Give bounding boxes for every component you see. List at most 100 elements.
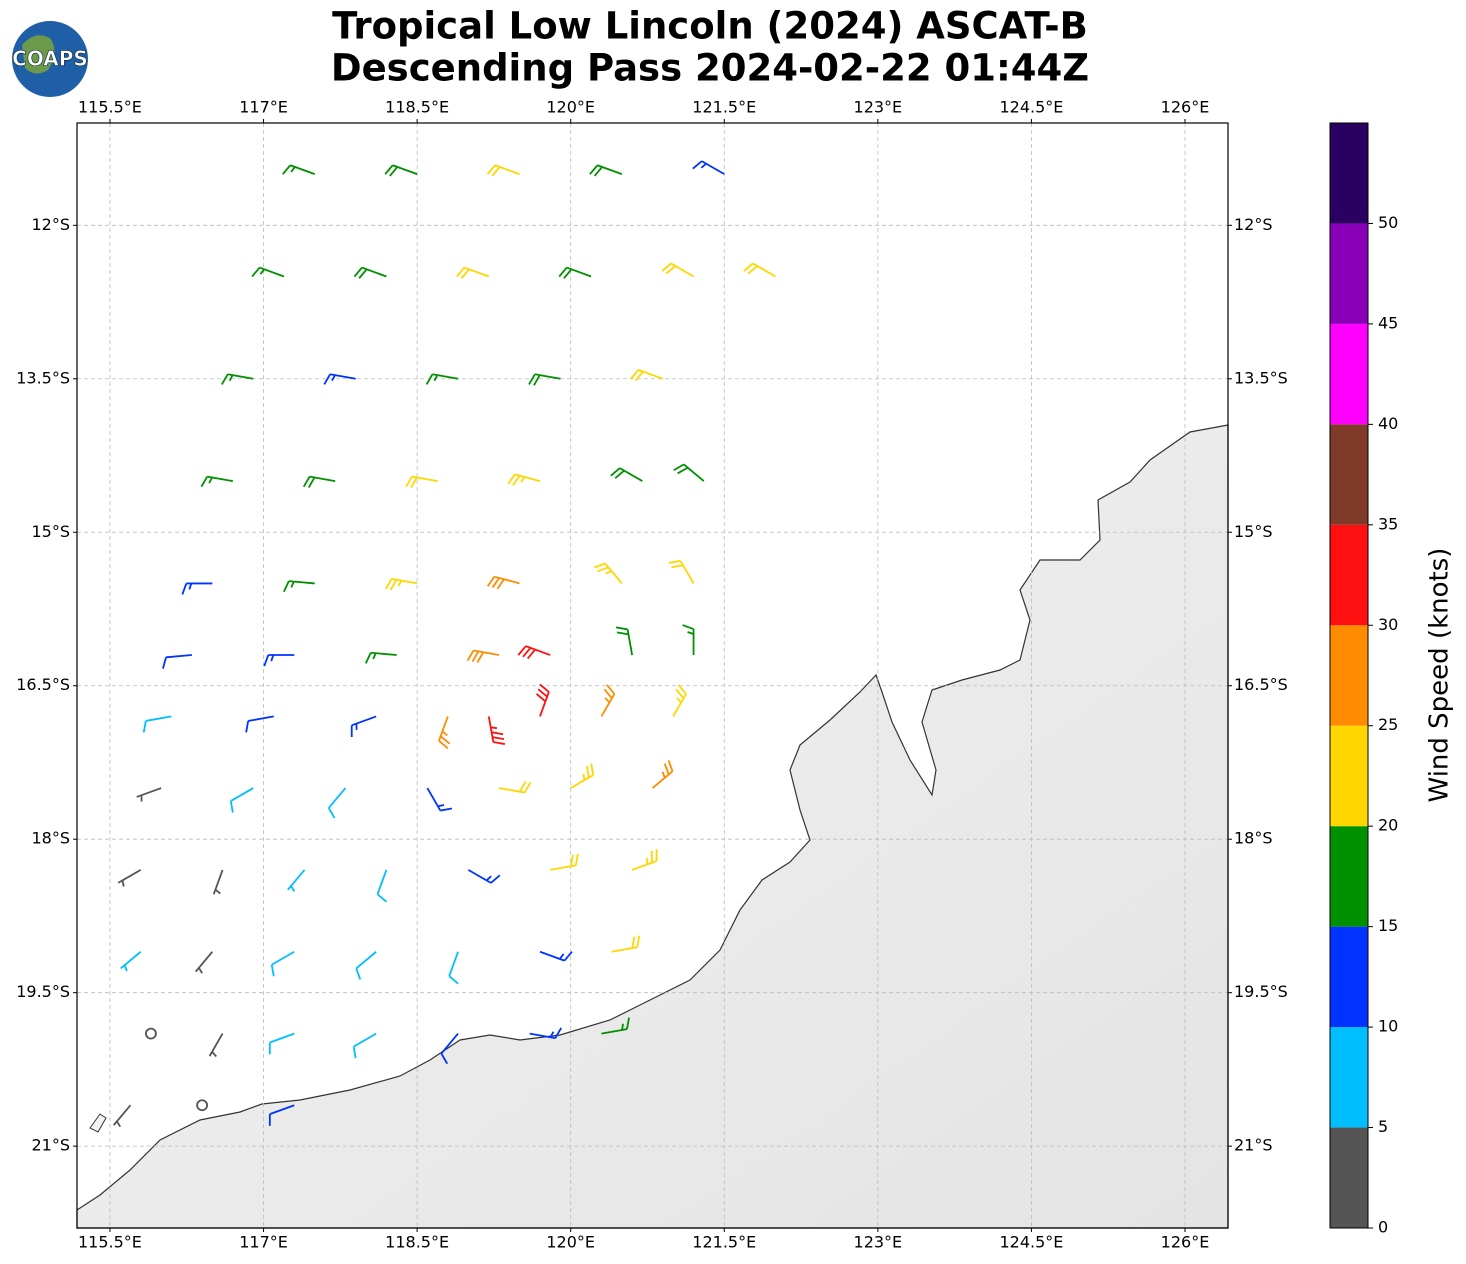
colorbar-segment (1330, 926, 1368, 1028)
x-tick-label: 115.5°E (78, 1233, 142, 1252)
wind-barb (682, 624, 695, 656)
y-tick-label: 16.5°S (16, 675, 70, 694)
wind-barb (673, 463, 705, 482)
wind-barb (268, 1104, 295, 1126)
wind-barb (384, 164, 418, 177)
calm-marker (145, 1027, 157, 1040)
wind-barb (302, 475, 336, 489)
wind-barb (120, 951, 142, 972)
wind-barb (117, 869, 142, 887)
wind-barb (251, 266, 285, 278)
y-tick-label: 19.5°S (1234, 982, 1288, 1001)
wind-barb (323, 373, 356, 385)
wind-barb (661, 262, 695, 278)
colorbar-tick-label: 25 (1378, 715, 1398, 734)
wind-barb (194, 951, 214, 974)
y-tick-label: 21°S (31, 1136, 70, 1155)
wind-barb (208, 1033, 224, 1058)
colorbar-tick-label: 35 (1378, 514, 1398, 533)
x-tick-label: 117°E (239, 98, 288, 117)
y-tick-label: 13.5°S (16, 368, 70, 387)
wind-barb (486, 164, 520, 177)
colorbar-segment (1330, 1027, 1368, 1128)
wind-barb (287, 869, 306, 892)
x-tick-label: 123°E (854, 1233, 903, 1252)
wind-barb (467, 869, 501, 884)
colorbar-segment (1330, 424, 1368, 525)
x-tick-label: 123°E (854, 98, 903, 117)
wind-barb (355, 951, 377, 980)
colorbar-segment (1330, 123, 1368, 224)
x-tick-label: 121.5°E (692, 98, 756, 117)
wind-barb (353, 266, 387, 279)
wind-barb (589, 164, 623, 177)
x-tick-label: 126°E (1161, 98, 1210, 117)
x-tick-label: 126°E (1161, 1233, 1210, 1252)
wind-barb (350, 715, 377, 738)
wind-barb (376, 869, 388, 903)
colorbar-tick-label: 10 (1378, 1017, 1398, 1036)
x-tick-label: 118.5°E (385, 98, 449, 117)
colorbar-segment (1330, 725, 1368, 827)
colorbar-tick-label: 45 (1378, 313, 1398, 332)
colorbar-tick-label: 5 (1378, 1117, 1388, 1136)
colorbar-segment (1330, 826, 1368, 927)
colorbar-segment (1330, 1127, 1368, 1228)
colorbar-tick-label: 30 (1378, 615, 1398, 634)
wind-barb (113, 1104, 132, 1128)
wind-barb (405, 475, 438, 489)
y-tick-label: 12°S (31, 215, 70, 234)
wind-barb (529, 1027, 562, 1040)
colorbar-segment (1330, 323, 1368, 425)
wind-barb (615, 626, 634, 656)
wind-barb (282, 164, 316, 176)
wind-barb (593, 562, 623, 584)
x-tick-label: 117°E (239, 1233, 288, 1252)
land (76, 424, 1229, 1229)
wind-barb (352, 1032, 377, 1059)
wind-barb (364, 651, 397, 664)
wind-barb (440, 1033, 459, 1065)
wind-barb (448, 951, 459, 985)
colorbar-frame (1329, 122, 1369, 1229)
wind-barb (221, 373, 254, 385)
wind-barb (200, 475, 233, 488)
wind-barb (652, 760, 674, 789)
y-tick-label: 16.5°S (1234, 675, 1288, 694)
wind-barb (162, 654, 192, 669)
wind-barb (268, 1032, 295, 1055)
wind-barb (425, 373, 459, 385)
wind-barb (517, 645, 551, 660)
calm-marker (196, 1099, 209, 1112)
x-tick-label: 115.5°E (78, 98, 142, 117)
wind-barb (136, 787, 162, 802)
x-tick-label: 120°E (546, 98, 595, 117)
wind-barb (142, 715, 172, 733)
wind-barb (601, 1017, 630, 1035)
wind-barb (456, 266, 490, 279)
wind-barb (487, 716, 505, 745)
wind-barb (181, 582, 213, 595)
wind-barb (535, 683, 550, 717)
wind-barb (539, 950, 573, 962)
colorbar-tick-label: 50 (1378, 213, 1398, 232)
wind-barb (498, 781, 532, 794)
wind-barb (630, 369, 664, 382)
x-tick-label: 118.5°E (385, 1233, 449, 1252)
wind-barb (570, 763, 595, 789)
wind-barb (426, 787, 453, 812)
colorbar-tick-label: 20 (1378, 816, 1398, 835)
colorbar-segment (1330, 223, 1368, 324)
y-tick-label: 18°S (31, 829, 70, 848)
wind-barb (528, 373, 561, 386)
wind-barb (743, 262, 776, 278)
logo: COAPS (12, 21, 88, 97)
wind-barb (263, 654, 295, 667)
wind-barb (507, 473, 541, 486)
map-frame (76, 122, 1229, 1229)
colorbar-tick-label: 15 (1378, 916, 1398, 935)
colorbar-tick-label: 40 (1378, 414, 1398, 433)
wind-barb (486, 575, 520, 590)
y-tick-label: 18°S (1234, 829, 1273, 848)
wind-barb (283, 580, 315, 593)
